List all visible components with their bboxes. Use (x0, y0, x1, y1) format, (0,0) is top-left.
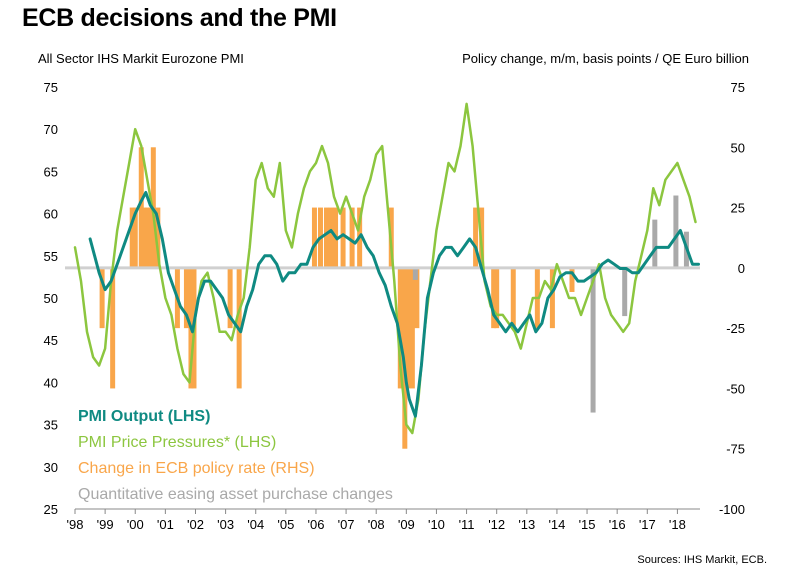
x-tick-label: '17 (639, 517, 656, 532)
legend: PMI Output (LHS) PMI Price Pressures* (LH… (78, 408, 393, 503)
policy-rate-bar (494, 267, 500, 329)
y-left-tick-label: 25 (44, 502, 58, 517)
pmi-price-line (73, 102, 697, 435)
policy-rate-bar (349, 207, 355, 268)
y-axis-right-title: Policy change, m/m, basis points / QE Eu… (462, 51, 749, 66)
y-right-tick-label: 25 (731, 201, 745, 216)
policy-rate-bar (549, 267, 555, 329)
y-left-tick-label: 30 (44, 460, 58, 475)
y-left-tick-label: 50 (44, 291, 58, 306)
y-axis-left-ticks: 25 30 35 40 45 50 55 60 65 70 75 (44, 80, 58, 517)
policy-rate-bar (328, 207, 334, 268)
policy-rate-bar (183, 267, 189, 329)
policy-rate-bar (473, 207, 479, 268)
lines-layer (73, 102, 700, 435)
x-axis-ticks: '98 '99 '00 '01 '02 '03 '04 '05 '06 '07 '08 '09 '10 '… (67, 509, 686, 532)
legend-qe: Quantitative easing asset purchase chang… (78, 486, 393, 503)
policy-rate-bar (141, 207, 147, 268)
x-tick-label: '98 (67, 517, 84, 532)
policy-rate-bar (569, 267, 575, 292)
policy-rate-bar (147, 207, 153, 268)
policy-rate-bar (491, 267, 497, 329)
x-tick-label: '01 (157, 517, 174, 532)
chart-title: ECB decisions and the PMI (22, 4, 337, 32)
y-left-tick-label: 55 (44, 249, 58, 264)
qe-bar (673, 195, 679, 268)
policy-rate-bar (99, 267, 105, 329)
policy-rate-bar (311, 207, 317, 268)
y-left-tick-label: 45 (44, 333, 58, 348)
policy-rate-bar (129, 207, 135, 268)
qe-bar (412, 267, 418, 280)
legend-policy-rate: Change in ECB policy rate (RHS) (78, 460, 315, 477)
x-tick-label: '15 (579, 517, 596, 532)
x-tick-label: '18 (669, 517, 686, 532)
x-tick-label: '10 (428, 517, 445, 532)
y-right-tick-label: -25 (726, 321, 745, 336)
legend-pmi-price: PMI Price Pressures* (LHS) (78, 434, 276, 451)
policy-rate-bar (397, 267, 403, 389)
policy-rate-bar (510, 267, 516, 329)
y-right-tick-label: -75 (726, 442, 745, 457)
legend-pmi-output: PMI Output (LHS) (78, 408, 210, 425)
x-tick-label: '03 (217, 517, 234, 532)
policy-rate-bar (405, 267, 411, 389)
x-tick-label: '09 (398, 517, 415, 532)
y-left-tick-label: 35 (44, 418, 58, 433)
y-left-tick-label: 65 (44, 164, 58, 179)
x-tick-label: '13 (518, 517, 535, 532)
y-right-tick-label: -100 (719, 502, 745, 517)
x-tick-label: '02 (187, 517, 204, 532)
pmi-output-line (88, 191, 700, 418)
x-tick-label: '05 (277, 517, 294, 532)
x-tick-label: '08 (368, 517, 385, 532)
policy-rate-bar (324, 207, 330, 268)
y-right-tick-label: -50 (726, 381, 745, 396)
x-tick-label: '12 (488, 517, 505, 532)
policy-rate-bar (155, 207, 161, 268)
y-right-tick-label: 50 (731, 140, 745, 155)
y-left-tick-label: 40 (44, 375, 58, 390)
y-right-tick-label: 75 (731, 80, 745, 95)
qe-bar (590, 267, 596, 413)
y-axis-left-title: All Sector IHS Markit Eurozone PMI (38, 51, 244, 66)
policy-rate-bar (409, 267, 415, 389)
x-tick-label: '06 (307, 517, 324, 532)
x-tick-label: '07 (338, 517, 355, 532)
qe-bar (652, 219, 658, 268)
y-left-tick-label: 60 (44, 207, 58, 222)
policy-rate-bar (144, 207, 150, 268)
x-tick-label: '00 (127, 517, 144, 532)
policy-rate-bar (110, 267, 116, 389)
x-tick-label: '99 (97, 517, 114, 532)
y-axis-right-ticks: -100 -75 -50 -25 0 25 50 75 (719, 80, 745, 517)
y-right-tick-label: 0 (738, 261, 745, 276)
source-note: Sources: IHS Markit, ECB. (637, 554, 767, 566)
policy-rate-bar (138, 147, 144, 268)
policy-rate-bar (414, 267, 420, 329)
policy-rate-bar (132, 207, 138, 268)
policy-rate-bar (227, 267, 233, 329)
x-tick-label: '11 (459, 517, 475, 532)
qe-bar (622, 267, 628, 317)
x-tick-label: '16 (609, 517, 626, 532)
x-tick-label: '14 (548, 517, 565, 532)
x-tick-label: '04 (247, 517, 264, 532)
y-left-tick-label: 75 (44, 80, 58, 95)
y-left-tick-label: 70 (44, 122, 58, 137)
policy-rate-bar (340, 207, 346, 268)
